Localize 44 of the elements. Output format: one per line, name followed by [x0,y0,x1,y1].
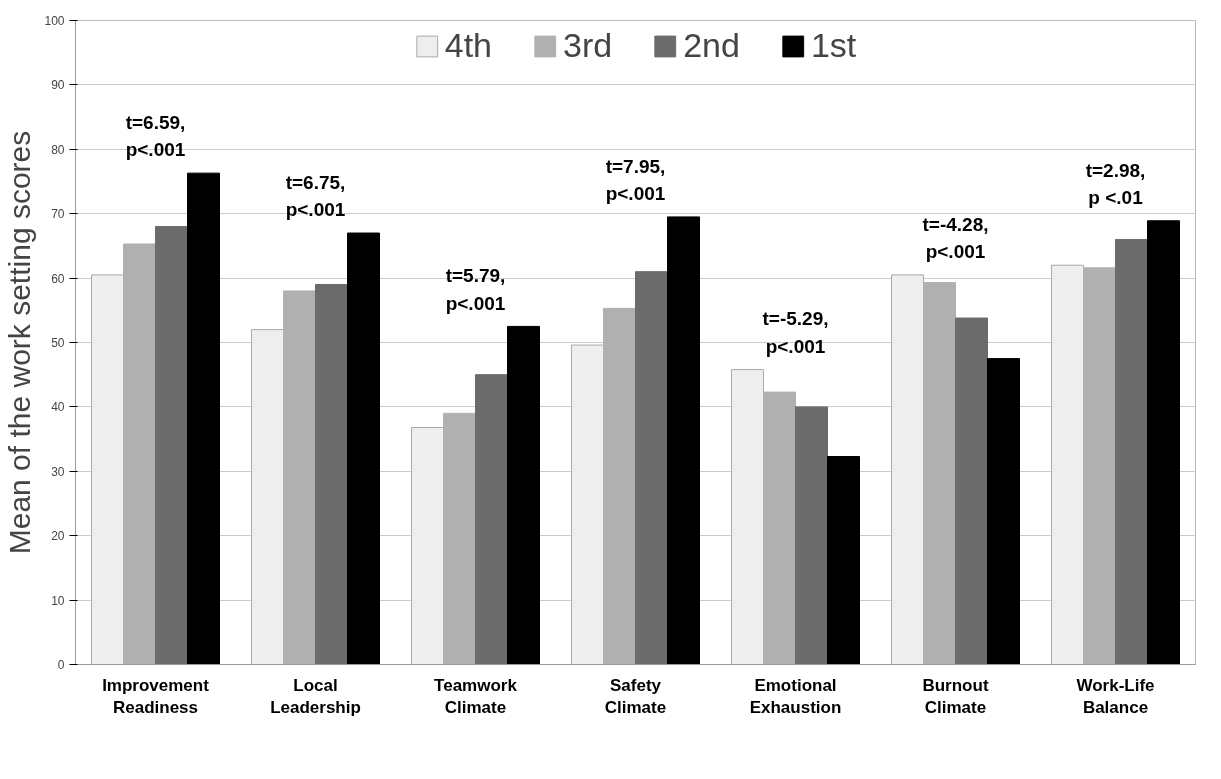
annotation: t=6.59, p<.001 [125,111,186,161]
bar [315,284,348,665]
y-tick-label: 70 [51,207,65,222]
legend-label: 4th [444,26,493,65]
annotation: t=-5.29, p<.001 [762,308,829,357]
annotation: t=-4.28, p<.001 [922,213,989,262]
bar [635,271,668,665]
x-tick-label: Emotional Exhaustion [749,675,842,718]
x-tick-label: Safety Climate [604,675,667,718]
y-tick-label: 80 [51,142,65,157]
bar [795,406,828,665]
bar [955,317,988,665]
bar [1147,220,1180,665]
x-tick-label: Improvement Readiness [102,675,210,718]
y-tick-label: 40 [51,400,65,415]
x-tick-label: Teamwork Climate [434,675,518,718]
bar [667,216,700,665]
y-tick-label: 50 [51,336,65,350]
bar [475,374,508,665]
y-tick-label: 10 [51,593,65,608]
bar [155,226,188,665]
bar [1115,238,1148,665]
x-tick-label: Work-Life Balance [1076,675,1155,718]
legend-label: 1st [810,26,857,65]
x-tick-label: Burnout Climate [922,675,989,718]
y-tick-label: 60 [51,271,65,286]
annotation: t=6.75, p<.001 [285,171,346,221]
legend-label: 3rd [563,26,613,65]
y-tick-label: 100 [44,14,65,28]
annotation: t=5.79, p<.001 [445,265,506,314]
y-tick-label: 90 [51,78,65,93]
legend-label: 2nd [683,26,740,65]
y-tick-label: 20 [51,529,65,544]
bar [347,232,380,665]
bar [507,325,540,665]
x-tick-label: Local Leadership [270,675,361,718]
bar [187,172,220,665]
y-tick-label: 30 [51,464,65,479]
bar [827,455,860,665]
annotation: t=7.95, p<.001 [605,155,666,205]
y-tick-label: 0 [57,658,65,672]
bar [987,358,1020,665]
y-axis-title: Mean of the work setting scores [3,130,37,555]
annotation: t=2.98, p <.01 [1085,159,1146,208]
